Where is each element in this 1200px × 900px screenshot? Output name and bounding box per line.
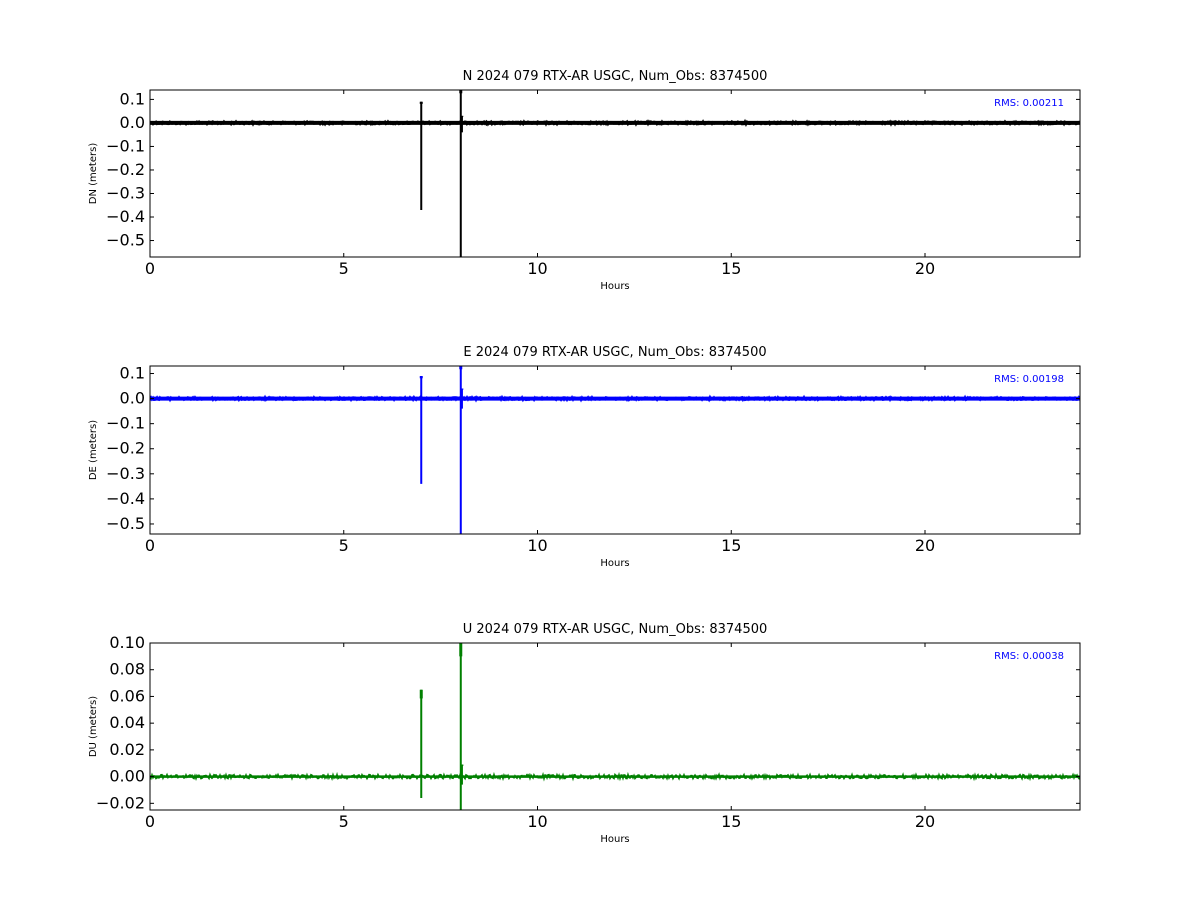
y-tick-label: 0.00 bbox=[109, 767, 145, 786]
x-tick-label: 15 bbox=[721, 812, 741, 831]
y-tick-label: −0.5 bbox=[106, 231, 145, 250]
x-tick-label: 0 bbox=[145, 259, 155, 278]
x-tick-label: 0 bbox=[145, 536, 155, 555]
y-tick-label: −0.3 bbox=[106, 183, 145, 202]
y-tick-label: 0.1 bbox=[120, 89, 145, 108]
y-tick-label: −0.02 bbox=[96, 793, 145, 812]
y-tick-label: 0.06 bbox=[109, 686, 145, 705]
plot-area bbox=[150, 366, 1080, 534]
x-tick-label: 10 bbox=[527, 536, 547, 555]
x-axis-label: Hours bbox=[600, 558, 629, 569]
subplot-1: 0 5 10 15 20 0.1 0.0 −0.1 −0.2 −0.3 −0.4 −0.5 E 2024… bbox=[88, 345, 1081, 569]
axes-frame bbox=[149, 642, 1081, 811]
y-tick-label: −0.1 bbox=[106, 414, 145, 433]
y-tick-label: −0.5 bbox=[106, 514, 145, 533]
y-axis-label: DN (meters) bbox=[88, 143, 99, 205]
x-tick-label: 10 bbox=[527, 812, 547, 831]
y-tick-label: 0.08 bbox=[109, 660, 145, 679]
x-axis-label: Hours bbox=[600, 834, 629, 845]
x-tick-label: 20 bbox=[915, 536, 935, 555]
x-tick-label: 5 bbox=[339, 259, 349, 278]
y-tick-label: 0.0 bbox=[120, 113, 145, 132]
y-tick-label: −0.2 bbox=[106, 160, 145, 179]
y-tick-label: 0.04 bbox=[109, 713, 145, 732]
axes-frame bbox=[149, 365, 1081, 535]
rms-annotation: RMS: 0.00211 bbox=[994, 98, 1064, 109]
y-tick-label: 0.0 bbox=[120, 389, 145, 408]
x-tick-label: 5 bbox=[339, 536, 349, 555]
y-tick-label: −0.4 bbox=[106, 489, 145, 508]
subplot-0: 0 5 10 15 20 0.1 0.0 −0.1 −0.2 −0.3 −0.4 −0.5 N 2024… bbox=[88, 69, 1081, 292]
y-axis-label: DU (meters) bbox=[88, 696, 99, 757]
plot-area bbox=[150, 90, 1080, 257]
subplot-2: 0 5 10 15 20 0.10 0.08 0.06 0.04 0.02 0.00 −0.02 U 2… bbox=[88, 622, 1081, 845]
rms-annotation: RMS: 0.00038 bbox=[994, 651, 1064, 662]
chart-title: N 2024 079 RTX-AR USGC, Num_Obs: 8374500 bbox=[463, 69, 768, 84]
y-tick-label: 0.1 bbox=[120, 364, 145, 383]
y-axis-label: DE (meters) bbox=[88, 420, 99, 480]
chart-title: E 2024 079 RTX-AR USGC, Num_Obs: 8374500 bbox=[463, 345, 766, 360]
axes-frame bbox=[149, 89, 1081, 258]
y-tick-label: 0.10 bbox=[109, 633, 145, 652]
x-tick-label: 20 bbox=[915, 259, 935, 278]
x-tick-label: 10 bbox=[527, 259, 547, 278]
x-axis-label: Hours bbox=[600, 281, 629, 292]
y-tick-label: 0.02 bbox=[109, 740, 145, 759]
y-tick-label: −0.4 bbox=[106, 207, 145, 226]
x-tick-label: 0 bbox=[145, 812, 155, 831]
plot-area bbox=[150, 643, 1080, 810]
x-tick-label: 20 bbox=[915, 812, 935, 831]
x-tick-label: 15 bbox=[721, 259, 741, 278]
y-tick-label: −0.3 bbox=[106, 464, 145, 483]
rms-annotation: RMS: 0.00198 bbox=[994, 374, 1064, 385]
y-tick-label: −0.2 bbox=[106, 439, 145, 458]
chart-title: U 2024 079 RTX-AR USGC, Num_Obs: 8374500 bbox=[463, 622, 768, 637]
y-tick-label: −0.1 bbox=[106, 136, 145, 155]
x-tick-label: 15 bbox=[721, 536, 741, 555]
x-tick-label: 5 bbox=[339, 812, 349, 831]
